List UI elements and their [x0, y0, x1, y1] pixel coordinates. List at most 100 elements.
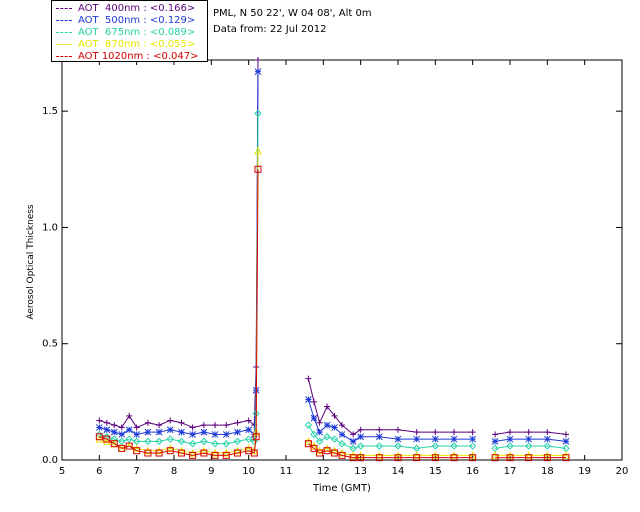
data-point-plus — [178, 419, 185, 426]
legend-label: AOT 500nm : <0.129> — [78, 15, 196, 26]
data-point-triangle — [233, 446, 242, 455]
series-line-segment — [114, 443, 122, 449]
data-point-triangle — [250, 446, 259, 455]
data-point-square — [254, 165, 262, 173]
data-point-plus — [324, 403, 331, 410]
data-point-plus — [144, 419, 151, 426]
data-point-diamond — [450, 442, 458, 450]
data-point-square — [543, 454, 551, 462]
data-point-square — [252, 433, 260, 441]
x-tick-label: 18 — [541, 466, 554, 477]
series-line-segment — [313, 417, 321, 433]
data-point-plus — [395, 426, 401, 433]
data-point-square — [166, 447, 174, 455]
site-info: PML, N 50 22', W 04 08', Alt 0m — [213, 8, 372, 19]
date-info: Data from: 22 Jul 2012 — [213, 24, 327, 35]
data-point-triangle — [375, 451, 384, 459]
data-point-square — [491, 454, 499, 462]
data-point-triangle — [95, 434, 104, 443]
data-point-plus — [339, 422, 345, 429]
data-point-triangle — [543, 451, 552, 459]
data-point-diamond — [356, 442, 365, 450]
data-point-asterisk — [450, 435, 458, 443]
data-point-triangle — [244, 444, 253, 452]
data-point-triangle — [338, 448, 346, 457]
series-line-segment — [397, 429, 417, 433]
x-tick-label: 5 — [59, 466, 65, 477]
x-tick-label: 13 — [354, 466, 367, 477]
legend-entry-500: AOT 500nm : <0.129> — [56, 15, 195, 27]
x-tick-label: 10 — [242, 466, 255, 477]
data-point-square — [450, 454, 458, 462]
data-point-square — [525, 454, 533, 462]
series-line-segment — [181, 422, 193, 428]
data-point-diamond — [166, 435, 174, 443]
legend-entry-400: AOT 400nm : <0.166> — [56, 3, 195, 15]
legend-entry-870: AOT 870nm : <0.055> — [56, 39, 195, 51]
series-line-segment — [128, 415, 138, 428]
data-point-plus — [432, 429, 439, 436]
x-tick-label: 14 — [392, 466, 405, 477]
data-point-square — [469, 454, 477, 462]
series-line-segment — [352, 429, 361, 435]
data-point-square — [413, 454, 421, 462]
data-point-plus — [469, 429, 476, 436]
data-point-asterisk — [211, 431, 219, 438]
data-point-plus — [492, 431, 499, 438]
data-point-square — [506, 454, 514, 462]
data-point-diamond — [375, 442, 384, 450]
series-line-segment — [203, 452, 216, 456]
data-point-square — [349, 454, 357, 462]
data-point-plus — [245, 417, 252, 424]
series-line-segment — [158, 438, 171, 442]
series-line-segment — [334, 452, 343, 456]
data-point-asterisk — [254, 68, 262, 75]
data-point-triangle — [166, 444, 175, 452]
data-point-diamond — [323, 433, 331, 441]
data-point-triangle — [222, 448, 231, 457]
data-point-triangle — [211, 448, 219, 457]
data-point-triangle — [356, 451, 365, 459]
data-point-triangle — [349, 451, 358, 459]
data-point-square — [155, 449, 163, 457]
data-point-asterisk — [305, 396, 312, 403]
legend: AOT 400nm : <0.166> AOT 500nm : <0.129> … — [51, 0, 208, 62]
legend-entry-1020: AOT 1020nm : <0.047> — [56, 51, 198, 63]
series-line-segment — [334, 438, 343, 445]
series-line-segment — [121, 438, 130, 442]
data-point-plus — [126, 412, 133, 419]
series-line-segment — [226, 452, 238, 456]
data-point-plus — [189, 424, 196, 431]
data-point-diamond — [144, 437, 152, 446]
data-point-diamond — [254, 109, 262, 118]
series-line-segment — [307, 378, 315, 402]
data-point-triangle — [323, 444, 331, 452]
y-tick-label: 1.5 — [42, 106, 58, 117]
y-tick-label: 0.5 — [42, 339, 58, 350]
data-point-triangle — [468, 451, 477, 459]
data-point-diamond — [315, 437, 324, 446]
data-point-diamond — [543, 442, 552, 450]
series-line-segment — [158, 450, 171, 454]
x-tick-label: 12 — [317, 466, 330, 477]
series-line-segment — [129, 438, 137, 442]
series-line-segment — [334, 415, 343, 426]
data-point-square — [375, 454, 383, 462]
data-point-square — [200, 449, 208, 457]
data-point-asterisk — [413, 435, 421, 443]
x-tick-label: 9 — [208, 466, 214, 477]
data-point-square — [310, 444, 318, 452]
data-point-asterisk — [103, 426, 111, 434]
series-line-segment — [307, 399, 315, 419]
data-point-triangle — [200, 446, 208, 455]
data-point-asterisk — [431, 435, 439, 443]
data-point-triangle — [304, 437, 313, 445]
data-point-square — [331, 449, 339, 457]
data-point-asterisk — [562, 438, 570, 445]
series-line-segment — [248, 438, 255, 442]
data-point-asterisk — [166, 426, 174, 434]
legend-label: AOT 400nm : <0.166> — [78, 3, 196, 14]
data-point-triangle — [188, 448, 197, 457]
data-point-plus — [111, 422, 118, 429]
